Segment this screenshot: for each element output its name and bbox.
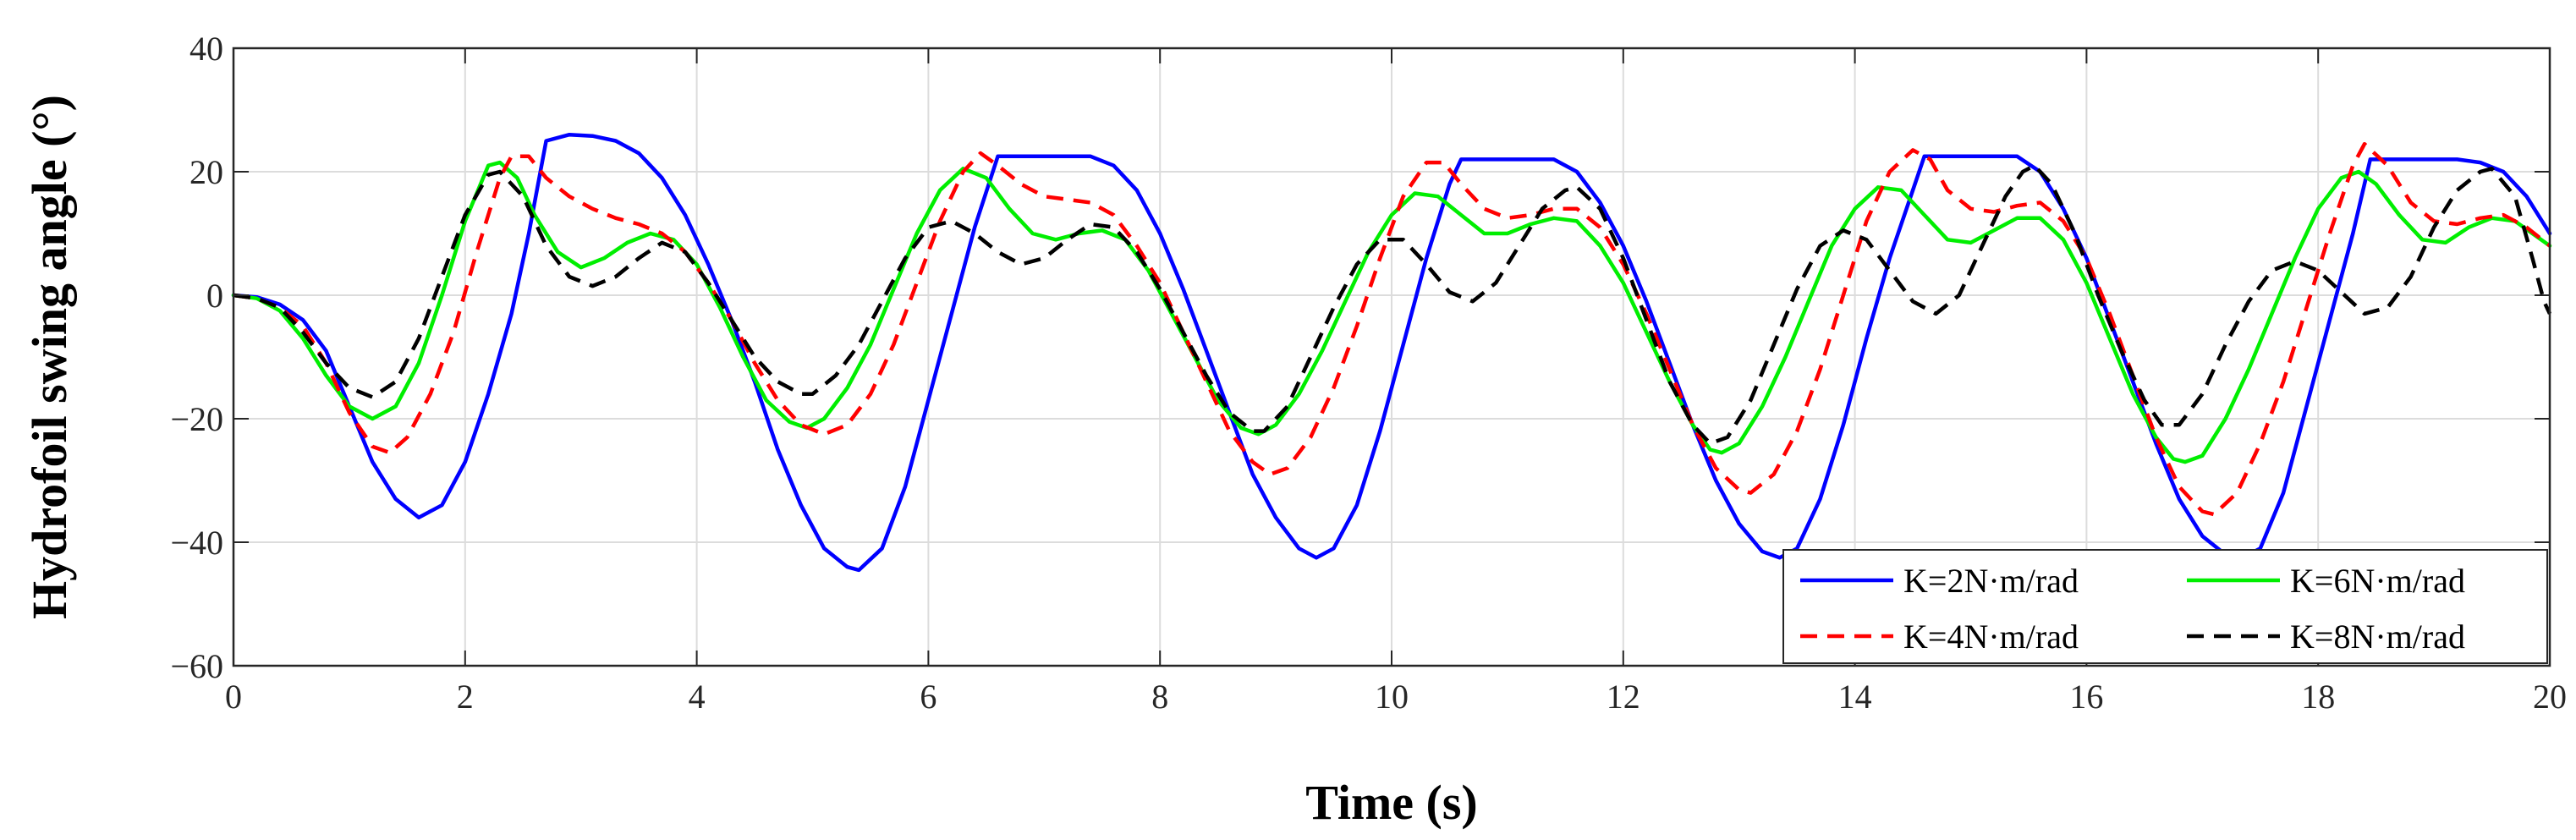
legend-box — [1782, 549, 2548, 664]
y-tick-label: −20 — [170, 400, 223, 438]
x-tick-label: 4 — [689, 678, 706, 716]
x-tick-label: 18 — [2301, 678, 2335, 716]
y-tick-label: 40 — [189, 30, 223, 68]
y-axis-title: Hydrofoil swing angle (°) — [22, 95, 77, 619]
x-tick-label: 20 — [2533, 678, 2567, 716]
x-tick-label: 6 — [920, 678, 936, 716]
series-line-k-2n-m-rad — [231, 132, 2552, 573]
series-line-k-6n-m-rad — [231, 160, 2552, 464]
y-tick-label: −40 — [170, 524, 223, 562]
series-layer — [231, 132, 2552, 573]
x-tick-label: 14 — [1838, 678, 1872, 716]
x-tick-label: 12 — [1607, 678, 1640, 716]
x-tick-label: 2 — [457, 678, 474, 716]
legend-label-k8: K=8N·m/rad — [2290, 618, 2465, 656]
y-tick-labels: −60 −40 −20 0 20 40 — [170, 30, 223, 685]
legend-label-k4: K=4N·m/rad — [1903, 618, 2079, 656]
legend-label-k2: K=2N·m/rad — [1903, 562, 2079, 600]
y-tick-label: −60 — [170, 647, 223, 685]
x-tick-labels: 0 2 4 6 8 10 12 14 16 18 20 — [225, 678, 2567, 716]
x-tick-label: 10 — [1375, 678, 1409, 716]
y-tick-label: 20 — [189, 153, 223, 191]
x-tick-label: 16 — [2069, 678, 2103, 716]
series-line-k-4n-m-rad — [233, 141, 2551, 517]
x-axis-title: Time (s) — [1305, 775, 1478, 830]
x-tick-label: 8 — [1151, 678, 1168, 716]
y-tick-label: 0 — [206, 277, 223, 315]
legend: K=2N·m/rad K=6N·m/rad K=4N·m/rad K=8N·m/… — [1782, 549, 2548, 664]
x-tick-label: 0 — [225, 678, 242, 716]
legend-label-k6: K=6N·m/rad — [2290, 562, 2465, 600]
